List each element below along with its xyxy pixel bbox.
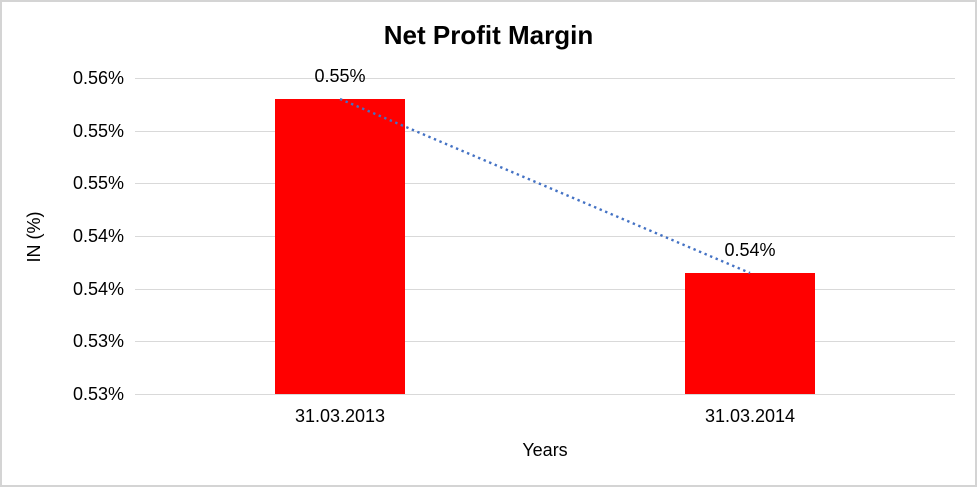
gridline <box>135 78 955 79</box>
x-tick-label: 31.03.2014 <box>704 406 796 426</box>
trendline-segment <box>339 97 751 275</box>
x-tick-label: 31.03.2013 <box>294 406 386 426</box>
chart-title: Net Profit Margin <box>383 20 594 50</box>
gridline <box>135 131 955 132</box>
data-label: 0.55% <box>314 66 366 86</box>
gridline <box>135 341 955 342</box>
plot-area <box>135 78 955 395</box>
gridline <box>135 236 955 237</box>
y-tick-label: 0.54% <box>72 279 124 299</box>
y-tick-label: 0.53% <box>72 331 124 351</box>
x-axis-line <box>135 394 955 395</box>
gridline <box>135 289 955 290</box>
data-label: 0.54% <box>724 240 776 260</box>
y-tick-label: 0.53% <box>72 384 124 404</box>
bar-31.03.2014 <box>685 273 815 394</box>
y-tick-label: 0.55% <box>72 121 124 141</box>
trendline <box>339 97 751 275</box>
gridline <box>135 183 955 184</box>
y-tick-label: 0.56% <box>72 68 124 88</box>
y-tick-label: 0.55% <box>72 173 124 193</box>
y-tick-label: 0.54% <box>72 226 124 246</box>
bar-31.03.2013 <box>275 99 405 394</box>
x-axis-title: Years <box>522 440 568 460</box>
